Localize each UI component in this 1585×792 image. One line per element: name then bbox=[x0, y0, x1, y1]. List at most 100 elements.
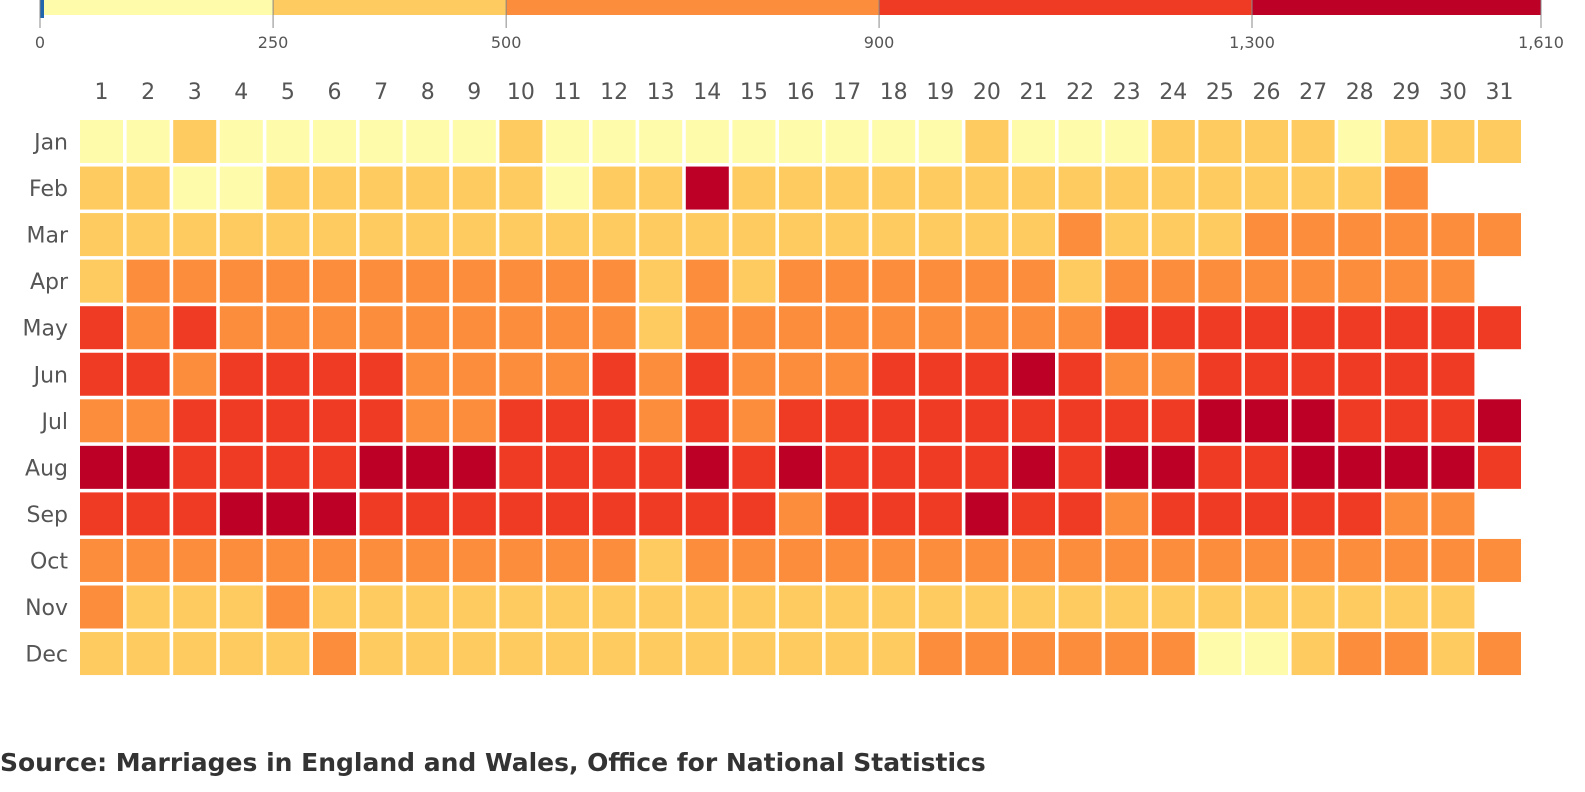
cell-jul-18 bbox=[872, 399, 916, 443]
cell-nov-18 bbox=[872, 585, 916, 629]
cell-feb-25 bbox=[1198, 166, 1242, 210]
cell-jan-20 bbox=[965, 120, 1009, 163]
cell-feb-22 bbox=[1058, 166, 1102, 210]
cell-jan-12 bbox=[592, 120, 636, 163]
cell-apr-11 bbox=[546, 259, 589, 303]
cell-oct-21 bbox=[1012, 538, 1055, 582]
cell-apr-21 bbox=[1012, 259, 1055, 303]
cell-apr-14 bbox=[685, 259, 729, 303]
cell-sep-27 bbox=[1291, 492, 1335, 536]
cell-jul-4 bbox=[219, 399, 263, 443]
cell-aug-14 bbox=[685, 445, 729, 489]
cell-jun-14 bbox=[685, 352, 729, 396]
cell-sep-2 bbox=[126, 492, 170, 536]
cell-jun-8 bbox=[406, 352, 450, 396]
cell-jul-2 bbox=[126, 399, 170, 443]
cell-apr-28 bbox=[1338, 259, 1382, 303]
cell-may-6 bbox=[313, 306, 356, 350]
cell-aug-5 bbox=[266, 445, 310, 489]
cell-sep-19 bbox=[918, 492, 962, 536]
cell-mar-7 bbox=[359, 213, 403, 257]
cell-may-29 bbox=[1384, 306, 1428, 350]
cell-jan-10 bbox=[499, 120, 543, 163]
cell-oct-14 bbox=[685, 538, 729, 582]
cell-feb-10 bbox=[499, 166, 543, 210]
cell-jul-10 bbox=[499, 399, 543, 443]
cell-mar-17 bbox=[825, 213, 869, 257]
cell-jan-31 bbox=[1478, 120, 1521, 163]
cell-apr-3 bbox=[173, 259, 217, 303]
cell-mar-31 bbox=[1478, 213, 1521, 257]
cell-oct-11 bbox=[546, 538, 589, 582]
month-label-nov: Nov bbox=[25, 596, 68, 621]
legend-band-1 bbox=[40, 0, 274, 15]
cell-may-3 bbox=[173, 306, 217, 350]
cell-jul-31 bbox=[1478, 399, 1521, 443]
cell-jun-20 bbox=[965, 352, 1009, 396]
cell-jan-9 bbox=[452, 120, 496, 163]
cell-oct-27 bbox=[1291, 538, 1335, 582]
cell-may-31 bbox=[1478, 306, 1521, 350]
month-label-jul: Jul bbox=[39, 410, 68, 435]
cell-feb-11 bbox=[546, 166, 589, 210]
legend-tick-label-1: 250 bbox=[258, 33, 289, 52]
month-label-dec: Dec bbox=[25, 643, 68, 668]
cell-mar-8 bbox=[406, 213, 450, 257]
day-label-16: 16 bbox=[787, 80, 815, 105]
cell-mar-29 bbox=[1384, 213, 1428, 257]
cell-dec-7 bbox=[359, 632, 403, 676]
cell-aug-27 bbox=[1291, 445, 1335, 489]
cell-dec-17 bbox=[825, 632, 869, 676]
cell-jul-5 bbox=[266, 399, 310, 443]
cell-jul-22 bbox=[1058, 399, 1102, 443]
cell-oct-1 bbox=[80, 538, 123, 582]
cell-may-12 bbox=[592, 306, 636, 350]
cell-feb-18 bbox=[872, 166, 916, 210]
cell-may-1 bbox=[80, 306, 123, 350]
day-label-21: 21 bbox=[1020, 80, 1048, 105]
cell-aug-17 bbox=[825, 445, 869, 489]
cell-apr-30 bbox=[1431, 259, 1475, 303]
cell-sep-30 bbox=[1431, 492, 1475, 536]
cell-nov-7 bbox=[359, 585, 403, 629]
month-label-sep: Sep bbox=[27, 503, 68, 528]
cell-jul-23 bbox=[1105, 399, 1149, 443]
cell-jun-9 bbox=[452, 352, 496, 396]
cell-dec-8 bbox=[406, 632, 450, 676]
cell-feb-23 bbox=[1105, 166, 1149, 210]
cell-mar-13 bbox=[639, 213, 683, 257]
cell-may-21 bbox=[1012, 306, 1055, 350]
cell-jan-18 bbox=[872, 120, 916, 163]
cell-feb-20 bbox=[965, 166, 1009, 210]
cell-sep-26 bbox=[1245, 492, 1288, 536]
cell-jan-14 bbox=[685, 120, 729, 163]
cell-nov-29 bbox=[1384, 585, 1428, 629]
cell-oct-15 bbox=[732, 538, 776, 582]
cell-jun-24 bbox=[1151, 352, 1195, 396]
day-label-28: 28 bbox=[1346, 80, 1374, 105]
cell-mar-5 bbox=[266, 213, 310, 257]
cell-aug-28 bbox=[1338, 445, 1382, 489]
month-label-jun: Jun bbox=[32, 363, 68, 388]
cell-jan-29 bbox=[1384, 120, 1428, 163]
cell-may-16 bbox=[779, 306, 822, 350]
cell-mar-27 bbox=[1291, 213, 1335, 257]
cell-jan-4 bbox=[219, 120, 263, 163]
cell-apr-20 bbox=[965, 259, 1009, 303]
cell-oct-19 bbox=[918, 538, 962, 582]
cell-dec-28 bbox=[1338, 632, 1382, 676]
cell-sep-20 bbox=[965, 492, 1009, 536]
cell-sep-15 bbox=[732, 492, 776, 536]
cell-jul-28 bbox=[1338, 399, 1382, 443]
cell-oct-20 bbox=[965, 538, 1009, 582]
cell-aug-30 bbox=[1431, 445, 1475, 489]
day-label-22: 22 bbox=[1066, 80, 1094, 105]
cell-sep-1 bbox=[80, 492, 123, 536]
cell-dec-12 bbox=[592, 632, 636, 676]
cell-dec-11 bbox=[546, 632, 589, 676]
cell-jul-16 bbox=[779, 399, 822, 443]
cell-apr-1 bbox=[80, 259, 123, 303]
cell-oct-4 bbox=[219, 538, 263, 582]
cell-oct-13 bbox=[639, 538, 683, 582]
cell-sep-11 bbox=[546, 492, 589, 536]
